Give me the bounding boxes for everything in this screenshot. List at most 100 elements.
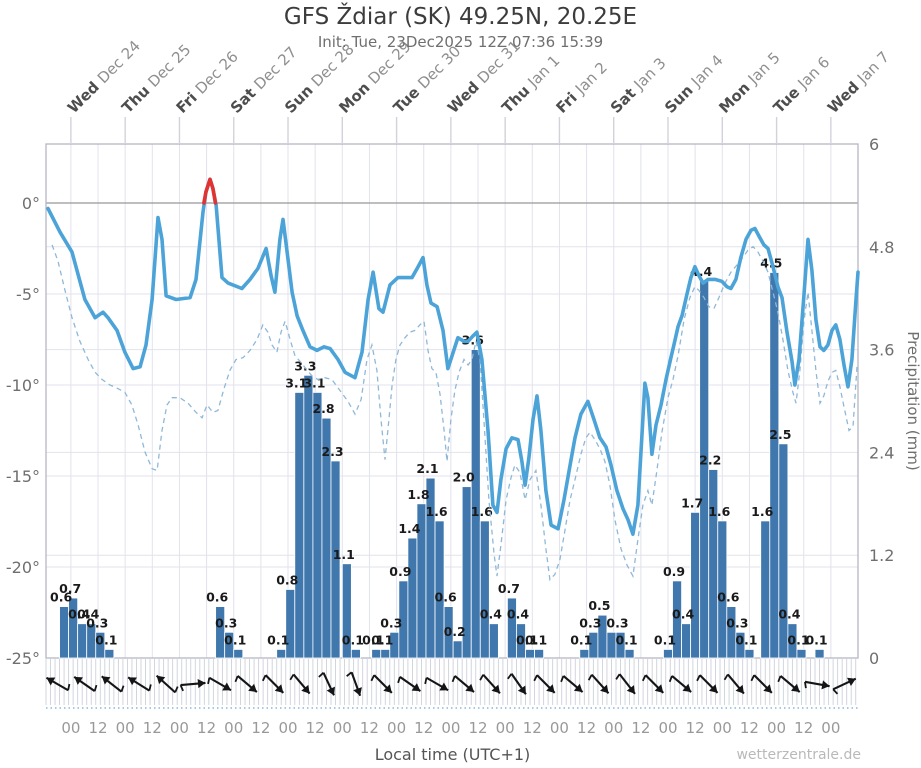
hour-tick-label: 12 [740,719,759,737]
precip-bar [778,443,789,659]
precip-bar-value: 0.4 [507,607,529,622]
wind-arrow-icon [370,674,393,694]
precip-bar-value: 0.1 [516,632,538,647]
precip-bar-value: 0.3 [726,615,748,630]
precip-bar-value: 2.5 [769,427,791,442]
hour-tick-label: 12 [143,719,162,737]
precip-tick-label: 3.6 [869,341,894,360]
precip-bar-value: 0.1 [615,632,637,647]
temp-tick-label: -15° [6,467,40,486]
wind-arrow-icon [723,673,745,695]
wind-arrow-icon [777,675,801,693]
precip-bar-labels: 0.60.70.40.40.30.10.60.30.1 0.10.83.13.33… [50,256,828,648]
precip-bar-value: 3.3 [294,358,316,373]
precip-bar-value: 0.6 [717,590,739,605]
precip-bar [371,649,382,659]
x-axis-title: Local time (UTC+1) [374,745,531,764]
precip-bar [708,469,719,659]
precip-bar [744,649,755,659]
precip-bar [95,631,106,659]
hour-tick-label: 00 [333,719,352,737]
precip-bar [443,606,454,659]
precip-bar-value: 0.1 [267,632,289,647]
wind-arrow-icon [804,680,830,690]
precip-bar-value: 0.8 [276,572,298,587]
precip-bar [350,649,361,659]
precip-bar-value: 0.2 [444,624,466,639]
precip-bar-value: 1.8 [407,487,429,502]
hour-tick-label: 12 [577,719,596,737]
hour-tick-label: 00 [604,719,623,737]
temperature-above-zero [202,177,218,205]
precip-bar-value: 2.8 [312,401,334,416]
temperature-curve [46,177,860,536]
wind-arrow-icon [179,678,206,692]
precip-bar-value: 0.1 [525,632,547,647]
precip-bar-value: 0.4 [778,607,800,622]
precip-bar-value: 0.6 [50,590,72,605]
precip-bar [769,272,780,659]
wind-arrow-icon [73,675,98,693]
precip-bar [525,649,535,659]
hour-tick-label: 00 [658,719,677,737]
hour-axis: 00 12 00 12 00 12 00 12 00 12 00 12 00 12 00 12 00 12 00 12… [61,719,840,737]
precip-bar-value: 0.4 [672,607,694,622]
wind-arrow-icon [560,675,584,693]
precip-bar [814,649,825,659]
precip-bar-value: 0.1 [362,632,384,647]
wind-arrow-icon [424,676,449,692]
temperature-line [46,177,860,536]
wind-arrow-icon [587,674,610,694]
precip-bar-value: 1.7 [681,495,703,510]
precip-bar-value: 2.0 [453,470,475,485]
precip-bar-value: 0.3 [579,615,601,630]
hour-tick-label: 12 [306,719,325,737]
precip-bar-value: 0.1 [224,632,246,647]
precip-tick-label: 2.4 [869,443,894,462]
precip-bar-value: 0.3 [215,615,237,630]
precip-bar [672,580,682,659]
wind-arrow-icon [318,672,336,696]
day-label: Fri Jan 2 [553,58,611,116]
precip-bar-value: 1.1 [333,547,355,562]
precip-bar-value: 0.9 [389,564,411,579]
hour-tick-label: 12 [197,719,216,737]
wind-arrow-icon [346,671,362,697]
precip-tick-label: 0 [869,649,879,668]
precip-bar-value: 0.1 [787,632,809,647]
hour-tick-label: 00 [224,719,243,737]
watermark: wetterzentrale.de [736,747,861,763]
hour-tick-label: 12 [686,719,705,737]
hour-tick-label: 00 [821,719,840,737]
precip-bar [717,520,728,659]
wind-arrow-icon [397,675,421,693]
precip-bar-value: 1.4 [398,521,420,536]
precip-bar [579,649,590,659]
precip-bar-value: 0.3 [380,615,402,630]
precip-bar-value: 3.1 [303,375,325,390]
hour-tick-label: 00 [441,719,460,737]
precip-bar-value: 0.1 [654,632,676,647]
precip-bar [452,640,463,659]
chart-title: GFS Ždiar (SK) 49.25N, 20.25E [283,4,638,30]
temp-tick-label: 0° [22,194,40,213]
hour-tick-label: 00 [61,719,80,737]
hour-tick-label: 00 [387,719,406,737]
precip-bar-value: 0.7 [498,581,520,596]
wind-arrow-icon [451,675,475,693]
temp-tick-label: -20° [6,558,40,577]
precip-bar [690,511,701,659]
precip-bar-value: 1.6 [751,504,773,519]
precip-bar-value: 0.5 [588,598,610,613]
precip-bar-value: 0.3 [86,615,108,630]
precip-bars [59,272,825,659]
precip-bar-value: 0.9 [663,564,685,579]
precip-bar-value: 2.2 [699,453,721,468]
hour-tick-label: 12 [468,719,487,737]
precip-bar [224,631,235,659]
precip-bar [735,631,746,659]
precip-tick-label: 1.2 [869,546,894,565]
precip-bar [341,563,352,659]
